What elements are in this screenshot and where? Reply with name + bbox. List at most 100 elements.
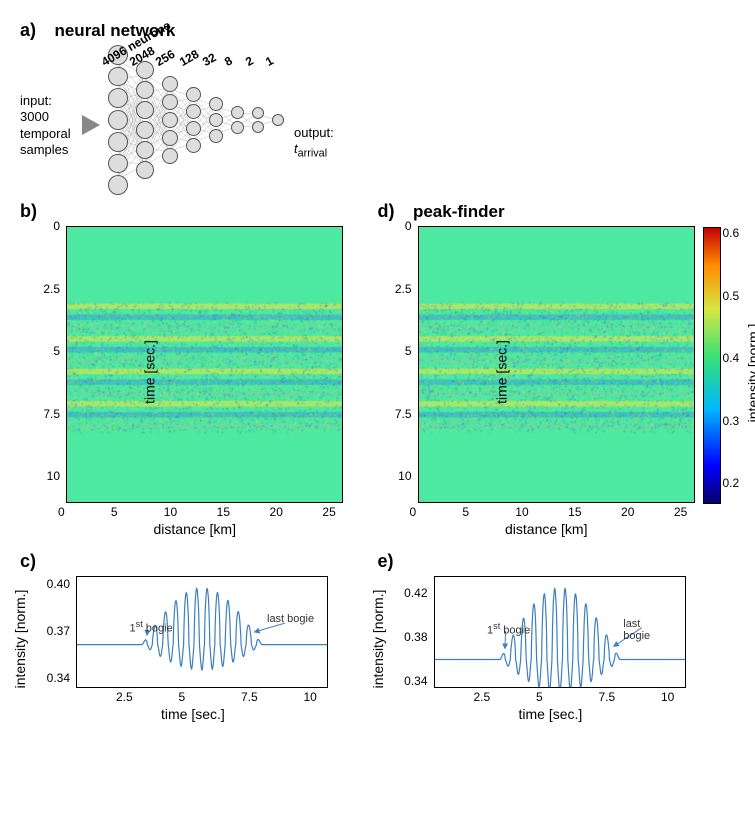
ytick: 5 [32, 344, 60, 358]
ytick: 0.40 [38, 577, 70, 591]
trace-annotation: last bogie [267, 613, 314, 625]
panel-a-label: a) [20, 20, 36, 40]
ytick: 0.34 [396, 674, 428, 688]
colorbar-tick: 0.2 [723, 476, 740, 490]
xtick: 25 [322, 505, 335, 519]
x-axis-label: distance [km] [154, 521, 236, 537]
xtick: 0 [410, 505, 417, 519]
heatmap-canvas [67, 227, 342, 502]
neuron [162, 148, 178, 164]
neuron [136, 141, 154, 159]
neuron [162, 130, 178, 146]
trace-plot: 1st bogie last bogie [76, 576, 328, 688]
neuron [272, 114, 284, 126]
panel-b-label: b) [20, 201, 37, 221]
xtick: 15 [217, 505, 230, 519]
heatmap-d: 02.557.510time [sec.]0510152025distance … [418, 226, 693, 541]
neuron [186, 104, 201, 119]
ytick: 0.34 [38, 671, 70, 685]
panel-d-label: d) [378, 201, 395, 221]
ytick: 10 [384, 469, 412, 483]
neuron [209, 113, 223, 127]
neuron [136, 161, 154, 179]
neuron [231, 106, 244, 119]
nn-layer [272, 45, 284, 195]
ytick: 5 [384, 344, 412, 358]
xtick: 20 [270, 505, 283, 519]
neuron [108, 132, 128, 152]
heatmap-canvas [419, 227, 694, 502]
heatmap-b: 02.557.510time [sec.]0510152025distance … [66, 226, 341, 541]
nn-layer [209, 45, 223, 195]
ytick: 7.5 [32, 407, 60, 421]
ytick: 0.37 [38, 624, 70, 638]
xtick: 20 [621, 505, 634, 519]
xtick: 2.5 [116, 690, 133, 704]
xtick: 2.5 [474, 690, 491, 704]
ytick: 0 [384, 219, 412, 233]
xtick: 5 [536, 690, 543, 704]
neuron [108, 88, 128, 108]
nn-layer [186, 45, 201, 195]
neuron [209, 129, 223, 143]
xtick: 10 [661, 690, 674, 704]
neuron [252, 107, 264, 119]
neuron [186, 138, 201, 153]
xtick: 25 [674, 505, 687, 519]
trace-c: 1st bogielast bogie0.340.370.40intensity… [76, 576, 326, 726]
neuron [136, 101, 154, 119]
neuron [252, 121, 264, 133]
xtick: 10 [304, 690, 317, 704]
panel-c-label: c) [20, 551, 36, 571]
ytick: 0 [32, 219, 60, 233]
neuron [162, 76, 178, 92]
ytick: 2.5 [384, 282, 412, 296]
neuron [209, 97, 223, 111]
nn-output-label: output:tarrival [294, 125, 334, 161]
ytick: 0.42 [396, 586, 428, 600]
ytick: 0.38 [396, 630, 428, 644]
neuron [108, 67, 128, 87]
panel-e-label: e) [378, 551, 394, 571]
neuron [136, 81, 154, 99]
xtick: 10 [164, 505, 177, 519]
trace-annotation: 1st bogie [487, 621, 530, 637]
y-axis-label: time [sec.] [493, 234, 509, 509]
xtick: 7.5 [241, 690, 258, 704]
nn-layer [162, 45, 178, 195]
neuron [162, 94, 178, 110]
neuron [108, 175, 128, 195]
xtick: 5 [179, 690, 186, 704]
trace-e: 1st bogielastbogie0.340.380.42intensity … [434, 576, 684, 726]
trace-annotation: lastbogie [623, 618, 650, 642]
trace-annotation: 1st bogie [130, 619, 173, 635]
ytick: 7.5 [384, 407, 412, 421]
xtick: 0 [58, 505, 65, 519]
colorbar-tick: 0.6 [723, 226, 740, 240]
ytick: 2.5 [32, 282, 60, 296]
x-axis-label: time [sec.] [161, 706, 225, 722]
colorbar-tick: 0.3 [723, 414, 740, 428]
neuron [231, 121, 244, 134]
neuron [108, 110, 128, 130]
xtick: 10 [515, 505, 528, 519]
y-axis-label: time [sec.] [142, 234, 158, 509]
neuron [162, 112, 178, 128]
xtick: 5 [462, 505, 469, 519]
colorbar-label: intensity [norm.] [745, 323, 755, 422]
neuron [186, 121, 201, 136]
panel-d-title: peak-finder [413, 202, 505, 221]
y-axis-label: intensity [norm.] [12, 590, 28, 689]
xtick: 5 [111, 505, 118, 519]
x-axis-label: time [sec.] [519, 706, 583, 722]
neuron [108, 154, 128, 174]
y-axis-label: intensity [norm.] [370, 590, 386, 689]
nn-layer [108, 45, 128, 195]
ytick: 10 [32, 469, 60, 483]
x-axis-label: distance [km] [505, 521, 587, 537]
trace-plot: 1st bogie lastbogie [434, 576, 686, 688]
nn-layer [136, 45, 154, 195]
neuron [136, 121, 154, 139]
nn-diagram: input:3000temporalsamples4096 neurons204… [20, 45, 400, 195]
colorbar-bar [703, 227, 721, 504]
